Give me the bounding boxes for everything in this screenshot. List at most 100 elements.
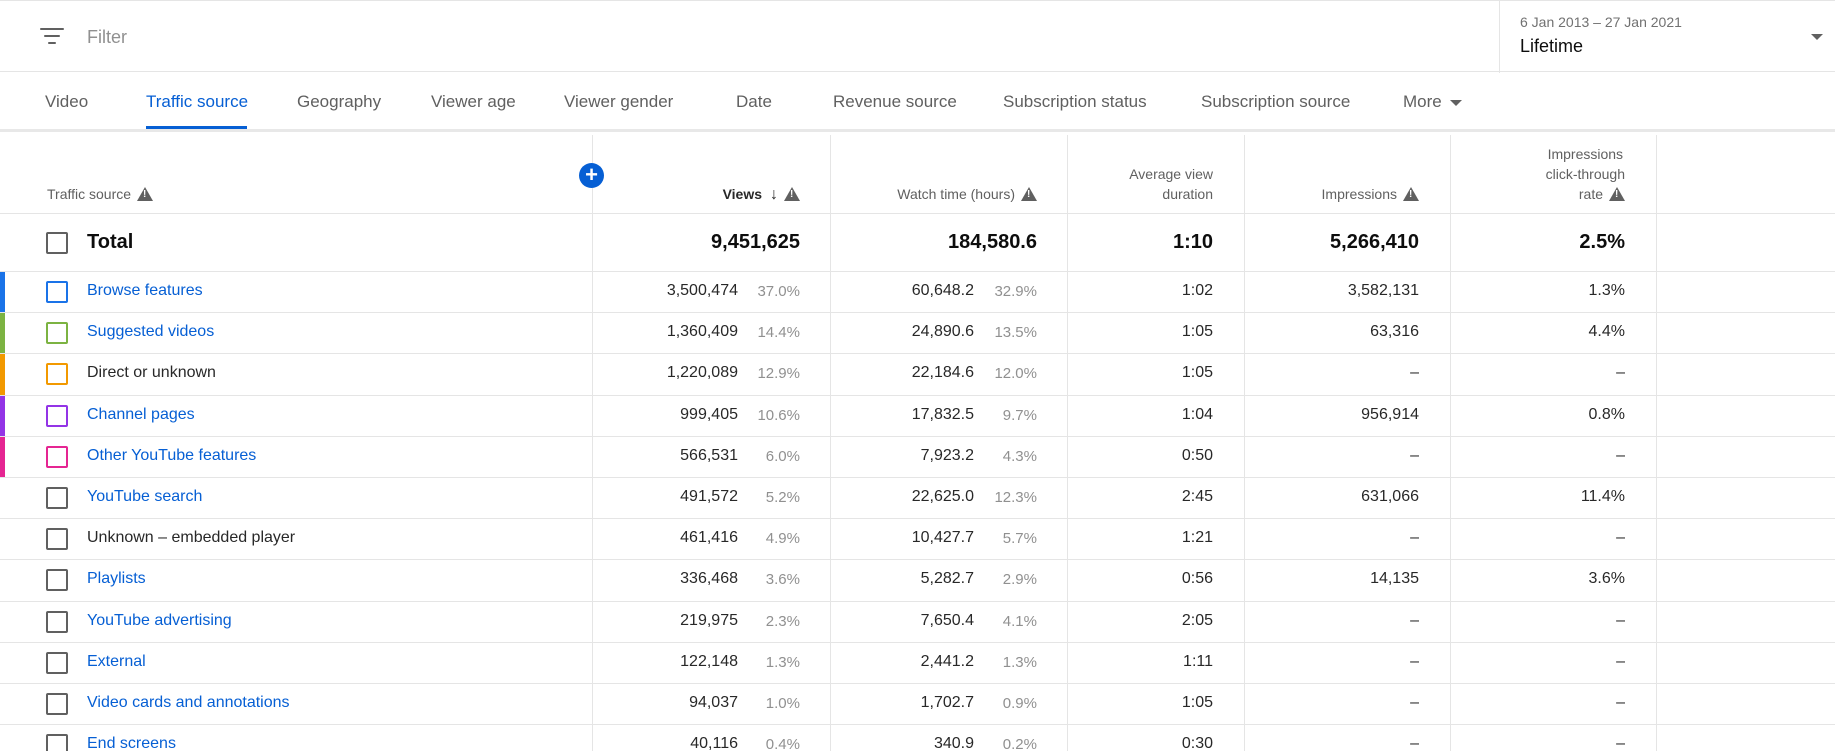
tab-viewer-gender[interactable]: Viewer gender (564, 92, 674, 111)
ctr-value: – (1616, 735, 1625, 751)
row-checkbox[interactable] (46, 281, 68, 303)
row-checkbox[interactable] (46, 693, 68, 715)
views-percent: 0.4% (765, 736, 800, 751)
avg-duration-value: 0:50 (1181, 446, 1213, 464)
views-percent: 12.9% (757, 365, 800, 383)
views-value: 336,468 (680, 570, 738, 588)
row-label[interactable]: Suggested videos (87, 323, 215, 341)
watch-time-value: 22,184.6 (911, 364, 974, 382)
row-label[interactable]: Channel pages (87, 405, 195, 423)
row-label[interactable]: Browse features (87, 282, 203, 299)
column-label: rate (1578, 186, 1603, 202)
tab-subscription-status[interactable]: Subscription status (1003, 92, 1147, 111)
watch-time-value: 7,650.4 (920, 611, 974, 629)
column-header-watch-time[interactable]: Watch time (hours) (897, 184, 1037, 204)
ctr-value: – (1616, 529, 1625, 547)
watch-time-percent: 5.7% (1002, 530, 1037, 548)
filter-bar: Filter 6 Jan 2013 – 27 Jan 2021 Lifetime (0, 0, 1835, 73)
watch-time-value: 17,832.5 (911, 405, 974, 423)
row-label[interactable]: External (87, 652, 146, 670)
tab-subscription-source[interactable]: Subscription source (1201, 92, 1351, 111)
table-row[interactable]: YouTube advertising 219,975 2.3% 7,650.4 4.1… (0, 602, 1835, 643)
date-range-picker[interactable]: 6 Jan 2013 – 27 Jan 2021 Lifetime (1499, 1, 1835, 73)
table-row[interactable]: Video cards and annotations 94,037 1.0% 1,7… (0, 684, 1835, 726)
filter-input[interactable]: Filter (87, 27, 127, 47)
impressions-value: 5,266,410 (1330, 231, 1419, 253)
tab-date[interactable]: Date (736, 92, 772, 111)
tab-video[interactable]: Video (45, 92, 89, 111)
filter-icon[interactable] (40, 28, 64, 46)
avg-duration-value: 2:05 (1181, 611, 1213, 629)
table-row[interactable]: Suggested videos 1,360,409 14.4% 24,890.6 13… (0, 313, 1835, 355)
column-header-views[interactable]: Views ↓ (723, 184, 800, 205)
impressions-value: 956,914 (1361, 405, 1419, 423)
column-header-average-view-duration[interactable]: Average view duration (1129, 164, 1213, 204)
warning-icon[interactable] (1021, 187, 1037, 201)
row-label[interactable]: Playlists (87, 570, 146, 588)
column-label: click-through (1545, 166, 1625, 182)
views-value: 3,500,474 (666, 282, 738, 299)
views-value: 1,360,409 (666, 323, 738, 341)
row-checkbox[interactable] (46, 569, 68, 592)
row-checkbox[interactable] (46, 528, 68, 551)
add-metric-button[interactable]: + (579, 163, 604, 188)
table-row[interactable]: Browse features 3,500,474 37.0% 60,648.2 32.… (0, 272, 1835, 314)
row-checkbox[interactable] (46, 734, 68, 751)
table-row[interactable]: Unknown – embedded player 461,416 4.9% 10,4… (0, 519, 1835, 561)
table-row[interactable]: Channel pages 999,405 10.6% 17,832.5 9.7% 1:0… (0, 395, 1835, 437)
ctr-value: 2.5% (1579, 231, 1625, 253)
column-label: duration (1162, 186, 1213, 202)
table-row[interactable]: Playlists 336,468 3.6% 5,282.7 2.9% 0:56 14,13… (0, 560, 1835, 602)
table-header: Traffic source + Views ↓ Watch time (hour… (0, 135, 1835, 214)
column-label: Views (722, 186, 762, 202)
row-label[interactable]: End screens (87, 735, 176, 751)
row-checkbox[interactable] (46, 232, 68, 254)
ctr-value: 11.4% (1580, 488, 1625, 505)
views-value: 461,416 (680, 529, 738, 547)
watch-time-value: 1,702.7 (920, 694, 974, 711)
row-checkbox[interactable] (46, 610, 68, 633)
row-checkbox[interactable] (46, 445, 68, 468)
row-label[interactable]: YouTube search (87, 488, 203, 505)
column-divider (1450, 135, 1451, 751)
table-row[interactable]: End screens 40,116 0.4% 340.9 0.2% 0:30 – – (0, 725, 1835, 751)
views-value: 94,037 (689, 694, 738, 711)
row-checkbox[interactable] (46, 404, 68, 427)
active-tab-indicator (146, 126, 247, 129)
views-percent: 3.6% (765, 571, 800, 589)
warning-icon[interactable] (137, 187, 154, 201)
row-checkbox[interactable] (46, 487, 68, 509)
table-row[interactable]: Direct or unknown 1,220,089 12.9% 22,184.6 1… (0, 354, 1835, 396)
tab-geography[interactable]: Geography (297, 92, 382, 111)
row-label[interactable]: Video cards and annotations (87, 694, 290, 711)
views-value: 219,975 (680, 611, 738, 629)
impressions-value: – (1410, 652, 1419, 670)
column-header-ctr[interactable]: Impressions click-through rate (1546, 144, 1625, 204)
tab-more[interactable]: More (1403, 92, 1462, 112)
table-row[interactable]: External 122,148 1.3% 2,441.2 1.3% 1:11 – – (0, 643, 1835, 684)
column-header-impressions[interactable]: Impressions (1322, 184, 1419, 204)
column-divider (830, 135, 831, 751)
tab-viewer-age[interactable]: Viewer age (431, 92, 516, 111)
tab-traffic-source[interactable]: Traffic source (146, 92, 249, 111)
watch-time-value: 184,580.6 (948, 231, 1037, 253)
column-header-traffic-source[interactable]: Traffic source (47, 184, 154, 204)
table-row[interactable]: YouTube search 491,572 5.2% 22,625.0 12.3% 2:… (0, 478, 1835, 520)
warning-icon[interactable] (1403, 187, 1419, 201)
table-row[interactable]: Other YouTube features 566,531 6.0% 7,923.2… (0, 436, 1835, 478)
views-value: 491,572 (680, 488, 738, 505)
row-checkbox[interactable] (46, 363, 68, 386)
row-label[interactable]: YouTube advertising (87, 611, 232, 629)
tab-revenue-source[interactable]: Revenue source (833, 92, 957, 111)
warning-icon[interactable] (1609, 187, 1625, 201)
warning-icon[interactable] (784, 187, 800, 201)
impressions-value: – (1410, 611, 1419, 629)
row-checkbox[interactable] (46, 651, 68, 674)
ctr-value: – (1616, 611, 1625, 629)
avg-duration-value: 1:21 (1181, 529, 1213, 547)
column-label: Average view (1129, 166, 1213, 182)
ctr-value: – (1616, 652, 1625, 670)
row-label[interactable]: Other YouTube features (87, 446, 257, 464)
sort-down-icon[interactable]: ↓ (770, 186, 778, 203)
row-checkbox[interactable] (46, 322, 68, 345)
